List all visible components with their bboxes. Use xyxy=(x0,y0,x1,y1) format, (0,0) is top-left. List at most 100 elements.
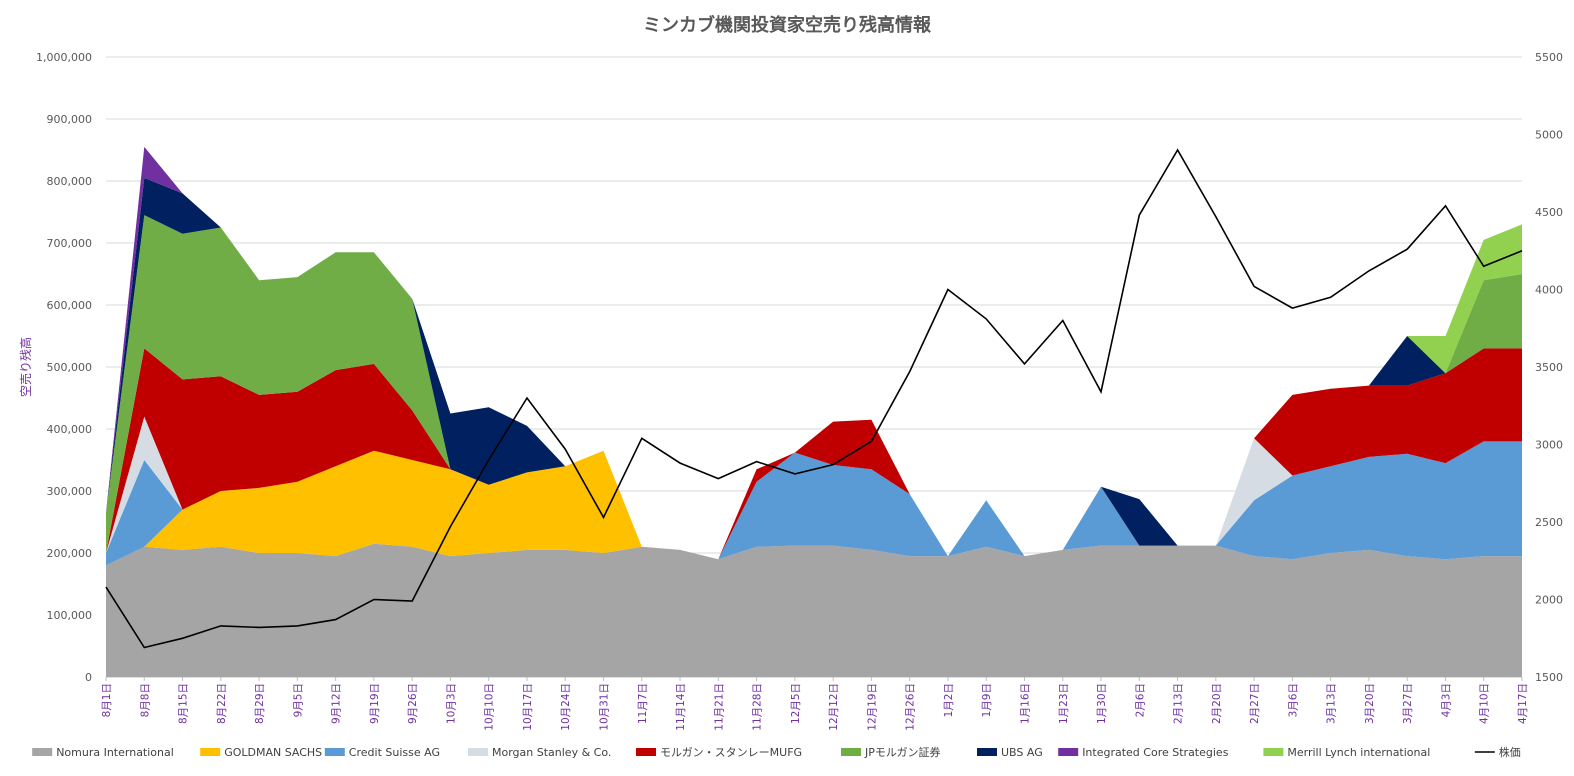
x-tick-label: 4月17日 xyxy=(1517,683,1529,724)
legend-item: 株価 xyxy=(1474,745,1521,759)
legend-item: Integrated Core Strategies xyxy=(1058,746,1229,759)
x-tick-label: 2月27日 xyxy=(1249,683,1261,724)
x-tick-label: 2月20日 xyxy=(1211,683,1223,724)
x-tick-label: 3月6日 xyxy=(1287,683,1299,717)
y-tick-label: 100,000 xyxy=(47,609,93,622)
area-series-path xyxy=(106,543,1522,677)
x-tick-label: 10月3日 xyxy=(445,683,457,724)
x-tick-label: 8月22日 xyxy=(216,683,228,724)
legend-swatch xyxy=(1058,748,1079,756)
x-tick-label: 3月20日 xyxy=(1364,683,1376,724)
legend-swatch xyxy=(636,748,656,756)
x-tick-label: 11月21日 xyxy=(713,683,725,731)
x-tick-label: 2月6日 xyxy=(1134,683,1146,717)
y-axis-label: 空売り残高 xyxy=(18,337,33,397)
legend-item: Morgan Stanley & Co. xyxy=(468,746,611,759)
legend-swatch xyxy=(977,748,997,756)
x-tick-label: 9月26日 xyxy=(407,683,419,724)
y-tick-label: 200,000 xyxy=(47,547,93,560)
legend-swatch xyxy=(468,748,488,756)
x-tick-label: 1月2日 xyxy=(943,683,955,717)
area-series-path xyxy=(106,177,1522,560)
legend-label: モルガン・スタンレーMUFG xyxy=(660,746,802,759)
x-tick-label: 11月14日 xyxy=(675,683,687,731)
legend-label: JPモルガン証券 xyxy=(864,745,941,759)
x-tick-label: 9月12日 xyxy=(331,683,343,724)
y-tick-label: 1,000,000 xyxy=(36,51,92,64)
y-tick-label: 300,000 xyxy=(47,485,93,498)
y-axis-left: 0 100,000 200,000 300,000 400,000 500,000 600,… xyxy=(36,51,92,684)
legend-swatch xyxy=(32,748,53,756)
x-tick-label: 11月28日 xyxy=(752,683,764,731)
x-tick-label: 10月10日 xyxy=(484,683,496,731)
y2-tick-label: 2000 xyxy=(1535,594,1563,607)
y-tick-label: 0 xyxy=(85,671,92,684)
legend-item: Nomura International xyxy=(32,746,174,759)
x-tick-label: 9月5日 xyxy=(292,683,304,717)
x-tick-label: 2月13日 xyxy=(1173,683,1185,724)
y2-tick-label: 4500 xyxy=(1535,206,1563,219)
chart-title: ミンカブ機関投資家空売り残高情報 xyxy=(643,14,932,36)
x-tick-label: 1月23日 xyxy=(1058,683,1070,724)
x-tick-label: 8月29日 xyxy=(254,683,266,724)
x-tick-label: 12月12日 xyxy=(828,683,840,731)
legend-item: JPモルガン証券 xyxy=(841,745,941,759)
x-tick-label: 10月24日 xyxy=(560,683,572,731)
x-tick-label: 8月8日 xyxy=(139,683,151,717)
y2-tick-label: 4000 xyxy=(1535,284,1563,297)
x-tick-label: 1月9日 xyxy=(981,683,993,717)
legend-label: Credit Suisse AG xyxy=(349,746,440,759)
area-series-path xyxy=(106,416,1522,560)
price-line xyxy=(105,148,1523,649)
x-tick-label: 10月17日 xyxy=(522,683,534,731)
legend-label: Merrill Lynch international xyxy=(1287,746,1430,759)
legend-label: 株価 xyxy=(1499,745,1521,759)
legend-item: モルガン・スタンレーMUFG xyxy=(636,746,802,759)
legend-label: Integrated Core Strategies xyxy=(1082,746,1229,759)
legend-item: Merrill Lynch international xyxy=(1263,746,1430,759)
x-tick-label: 12月26日 xyxy=(905,683,917,731)
x-tick-label: 12月5日 xyxy=(790,683,802,724)
legend-swatch xyxy=(200,748,221,756)
y2-tick-label: 1500 xyxy=(1535,671,1563,684)
legend-item: Credit Suisse AG xyxy=(324,746,440,759)
x-tick-label: 8月15日 xyxy=(178,683,190,724)
x-tick-label: 8月1日 xyxy=(101,683,113,717)
y2-tick-label: 2500 xyxy=(1535,516,1563,529)
legend-label: GOLDMAN SACHS xyxy=(224,746,322,759)
y2-tick-label: 3000 xyxy=(1535,439,1563,452)
x-tick-label: 11月7日 xyxy=(637,683,649,724)
y-tick-label: 500,000 xyxy=(47,361,93,374)
y-axis-right: 1500 2000 2500 3000 3500 4000 4500 5000 5500 xyxy=(1535,51,1563,684)
y2-tick-label: 5500 xyxy=(1535,51,1563,64)
x-tick-label: 3月27日 xyxy=(1402,683,1414,724)
legend-label: UBS AG xyxy=(1001,746,1043,759)
y-tick-label: 800,000 xyxy=(47,175,93,188)
x-tick-label: 10月31日 xyxy=(599,683,611,731)
x-tick-label: 12月19日 xyxy=(866,683,878,731)
area-series-path xyxy=(106,348,1522,560)
y-tick-label: 900,000 xyxy=(47,113,93,126)
y-tick-label: 400,000 xyxy=(47,423,93,436)
x-tick-label: 3月13日 xyxy=(1326,683,1338,724)
price-line-path xyxy=(105,148,1523,649)
x-tick-label: 9月19日 xyxy=(369,683,381,724)
area-series-path xyxy=(106,450,1522,566)
legend-label: Nomura International xyxy=(56,746,174,759)
area-series xyxy=(106,146,1522,677)
legend-swatch xyxy=(841,748,861,756)
x-axis: 8月1日 8月8日 8月15日 8月22日 8月29日 9月5日 9月12日 9月19日 9月2… xyxy=(101,677,1529,731)
y-tick-label: 700,000 xyxy=(47,237,93,250)
legend: Nomura International GOLDMAN SACHS Credit … xyxy=(32,745,1521,759)
x-tick-label: 4月3日 xyxy=(1440,683,1452,717)
x-tick-label: 1月16日 xyxy=(1019,683,1031,724)
area-series-path xyxy=(106,441,1522,566)
legend-item: GOLDMAN SACHS xyxy=(200,746,322,759)
y2-tick-label: 5000 xyxy=(1535,129,1563,142)
legend-swatch xyxy=(1263,748,1284,756)
x-tick-label: 1月30日 xyxy=(1096,683,1108,724)
y2-tick-label: 3500 xyxy=(1535,361,1563,374)
y-tick-label: 600,000 xyxy=(47,299,93,312)
